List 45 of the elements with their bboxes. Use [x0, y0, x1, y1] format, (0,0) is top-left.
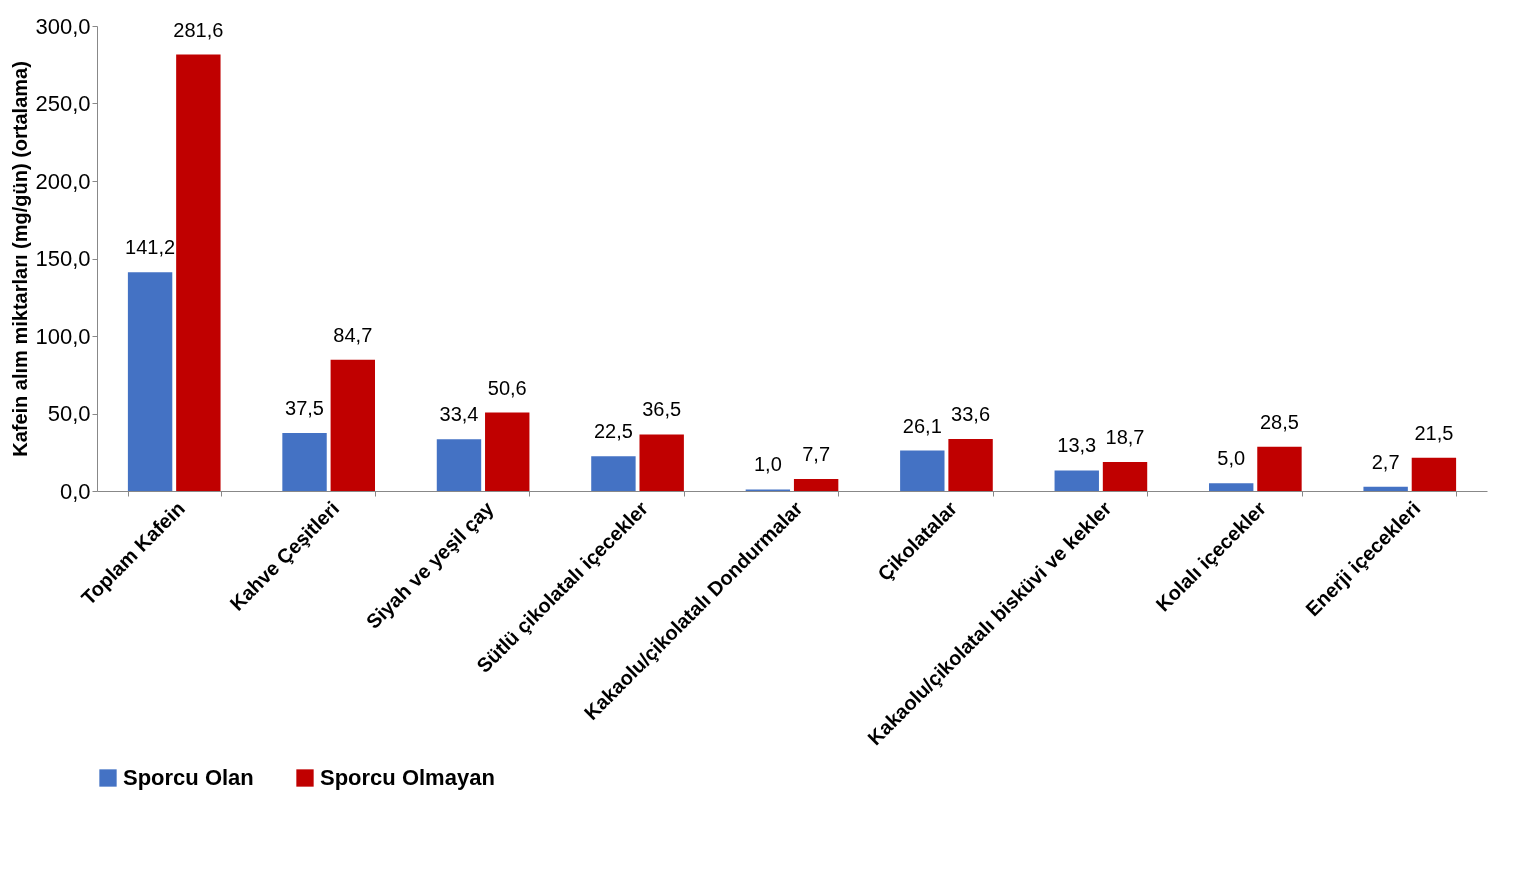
data-label: 37,5: [285, 396, 324, 419]
bar: [436, 439, 482, 491]
bar: [793, 479, 839, 491]
bar: [1363, 486, 1408, 491]
data-label: 33,6: [951, 402, 991, 425]
y-tick-label: 0,0: [59, 478, 91, 504]
legend-label: Sporcu Olan: [123, 765, 254, 790]
bar: [1054, 470, 1099, 491]
y-tick-label: 150,0: [35, 246, 91, 271]
data-label: 84,7: [333, 323, 373, 346]
data-label: 36,5: [642, 398, 682, 421]
data-label: 28,5: [1260, 410, 1299, 433]
bar: [127, 272, 173, 491]
data-label: 7,7: [802, 443, 831, 466]
bar: [1257, 446, 1302, 491]
data-label: 18,7: [1105, 426, 1145, 449]
bar: [485, 412, 530, 491]
data-label: 21,5: [1414, 421, 1454, 444]
data-label: 281,6: [173, 18, 224, 41]
data-label: 33,4: [439, 403, 479, 426]
bar: [1102, 462, 1148, 491]
data-label: 13,3: [1057, 434, 1097, 457]
data-label: 22,5: [593, 420, 633, 443]
data-label: 26,1: [902, 414, 942, 437]
data-label: 50,6: [487, 376, 527, 399]
bar: [948, 438, 993, 491]
data-label: 2,7: [1371, 450, 1400, 473]
y-tick-label: 100,0: [35, 323, 91, 349]
y-tick-label: 50,0: [47, 401, 91, 426]
data-label: 5,0: [1217, 447, 1246, 470]
bar: [900, 450, 945, 491]
bar: [1209, 483, 1254, 491]
bar: [330, 359, 375, 491]
y-tick-label: 200,0: [35, 168, 91, 194]
y-axis-title: Kafein alım miktarları (mg/gün) (ortalama): [9, 61, 32, 457]
bar: [176, 54, 221, 491]
y-tick-label: 300,0: [35, 13, 91, 39]
bar: [282, 432, 327, 491]
legend-label: Sporcu Olmayan: [320, 765, 495, 790]
bar: [639, 434, 684, 491]
bar: [591, 456, 636, 491]
y-tick-label: 250,0: [35, 91, 91, 116]
data-label: 1,0: [753, 453, 782, 476]
bar: [1411, 457, 1457, 491]
data-label: 141,2: [125, 236, 176, 259]
